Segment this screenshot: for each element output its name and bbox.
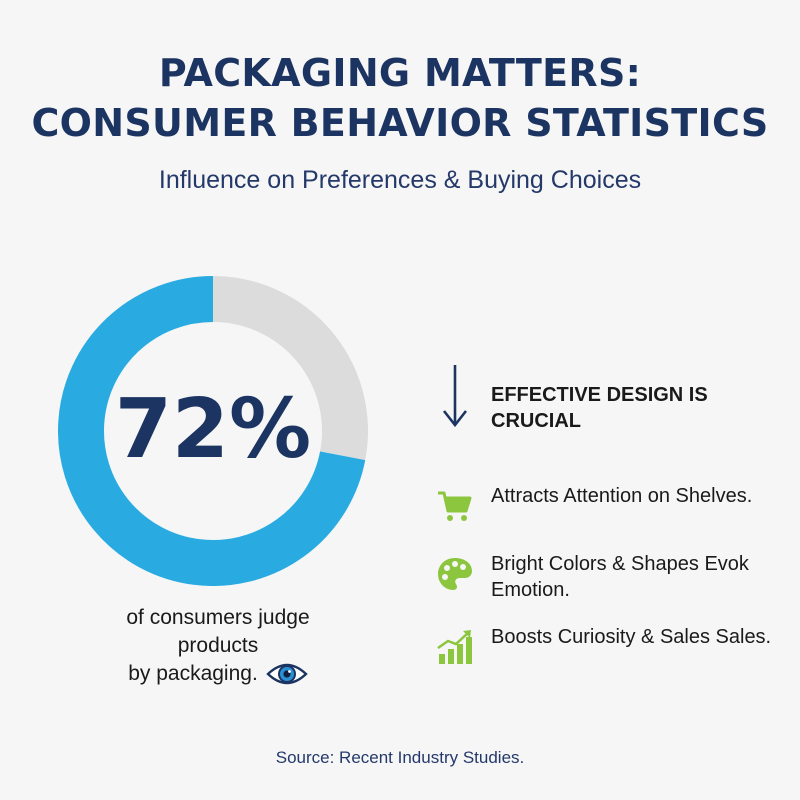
benefit-text: Attracts Attention on Shelves. (491, 485, 753, 507)
caption-line-3-wrap: by packaging. (58, 660, 378, 688)
arrow-down-icon (442, 365, 468, 428)
donut-slice-consumers (58, 276, 366, 586)
donut-chart (58, 276, 368, 586)
donut-slice-remainder (212, 276, 368, 461)
donut-caption: of consumers judge products by packaging… (58, 604, 378, 688)
caption-line-1: of consumers judge (126, 606, 310, 629)
title-line-1: PACKAGING MATTERS: (158, 51, 642, 95)
benefit-item-attention: Attracts Attention on Shelves. (436, 483, 776, 539)
benefit-text: Boosts Curiosity & Sales Sales. (491, 626, 772, 648)
source-note: Source: Recent Industry Studies. (275, 748, 525, 767)
benefit-item-emotion: Bright Colors & Shapes Evok Emotion. (436, 551, 776, 607)
design-heading: EFFECTIVE DESIGN IS CRUCIAL (491, 384, 708, 432)
subtitle: Influence on Preferences & Buying Choice… (158, 166, 642, 194)
percentage-label: 72% (114, 382, 312, 477)
title: PACKAGING MATTERS: CONSUMER BEHAVIOR STA… (0, 48, 800, 148)
benefit-text: Bright Colors & Shapes Evok Emotion. (491, 553, 749, 601)
shopping-cart-icon (438, 491, 472, 521)
caption-line-2: products (177, 634, 259, 657)
title-line-2: CONSUMER BEHAVIOR STATISTICS (31, 101, 769, 145)
benefit-item-sales: Boosts Curiosity & Sales Sales. (436, 624, 776, 680)
growth-chart-icon (437, 630, 472, 664)
caption-line-3: by packaging. (128, 662, 258, 685)
eye-icon (266, 664, 308, 685)
palette-icon (438, 558, 472, 590)
